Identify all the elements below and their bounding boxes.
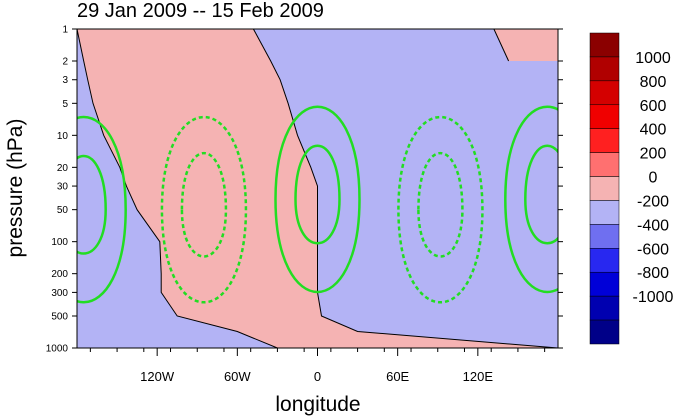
y-tick-label: 300: [51, 288, 68, 299]
colorbar-swatch: [589, 295, 620, 321]
colorbar-swatch: [589, 224, 620, 249]
x-tick-label: 60E: [386, 369, 409, 384]
colorbar-label: -1000: [633, 289, 673, 306]
colorbar-swatch: [589, 104, 620, 129]
y-tick-label: 5: [62, 99, 68, 110]
positive-contour: [294, 144, 341, 245]
colorbar-label: -600: [637, 241, 669, 258]
y-tick-label: 500: [51, 311, 68, 322]
colorbar-swatch: [589, 128, 620, 153]
x-tick-label: 120W: [140, 369, 175, 384]
positive-contour: [77, 116, 127, 304]
phase-boundary-line: [493, 29, 510, 62]
colorbar: 1000 800 600 400 200 0 -200 -400 -600 -800 -1000: [589, 32, 673, 345]
colorbar-swatch: [589, 200, 620, 225]
positive-contour: [524, 144, 558, 245]
y-tick-label: 200: [51, 269, 68, 280]
colorbar-label: 400: [640, 122, 667, 139]
colorbar-swatch: [589, 152, 620, 177]
phase-boundary-line: [252, 29, 558, 348]
y-axis: 1 2 3 5 10 20 30 50 100 200 300 500 1000: [46, 25, 563, 355]
y-tick-label: 30: [57, 182, 69, 193]
contour-lines: [77, 105, 558, 304]
positive-contour: [504, 105, 558, 293]
colorbar-label: 200: [640, 146, 667, 163]
x-axis-label: longitude: [275, 393, 360, 416]
phase-boundary-line: [77, 29, 278, 348]
y-axis-label: pressure (hPa): [4, 119, 27, 258]
y-tick-label: 3: [62, 75, 68, 86]
y-tick-label: 20: [57, 163, 69, 174]
colorbar-label: 0: [649, 170, 658, 187]
colorbar-label: 1000: [635, 50, 671, 67]
x-tick-label: 0: [314, 369, 321, 384]
colorbar-swatch: [589, 56, 620, 82]
colorbar-label: -800: [637, 265, 669, 282]
colorbar-label: 600: [640, 98, 667, 115]
chart-title: 29 Jan 2009 -- 15 Feb 2009: [77, 0, 324, 22]
y-tick-label: 100: [51, 237, 68, 248]
negative-contour: [397, 116, 484, 304]
y-tick-label: 10: [57, 131, 69, 142]
plot-area: [77, 29, 558, 348]
x-tick-label: 60W: [224, 369, 251, 384]
negative-contour: [180, 151, 228, 258]
x-axis: 120W 60W 0 60E 120E: [89, 348, 546, 384]
positive-contour: [274, 105, 361, 293]
colorbar-label: -400: [637, 217, 669, 234]
negative-contour: [417, 151, 464, 258]
colorbar-label: -200: [637, 193, 669, 210]
colorbar-label: 800: [640, 74, 667, 91]
y-tick-label: 1: [62, 25, 68, 36]
positive-contour: [77, 154, 107, 255]
positive-region-east: [493, 29, 558, 61]
y-tick-label: 50: [57, 205, 69, 216]
colorbar-swatch: [589, 319, 620, 345]
colorbar-swatch: [589, 32, 620, 58]
negative-contour: [160, 116, 248, 304]
colorbar-swatch: [589, 271, 620, 297]
y-tick-label: 1000: [46, 344, 69, 355]
y-tick-label: 2: [62, 57, 68, 68]
colorbar-swatch: [589, 80, 620, 106]
x-tick-label: 120E: [463, 369, 494, 384]
colorbar-swatch: [589, 248, 620, 273]
colorbar-swatch: [589, 176, 620, 201]
